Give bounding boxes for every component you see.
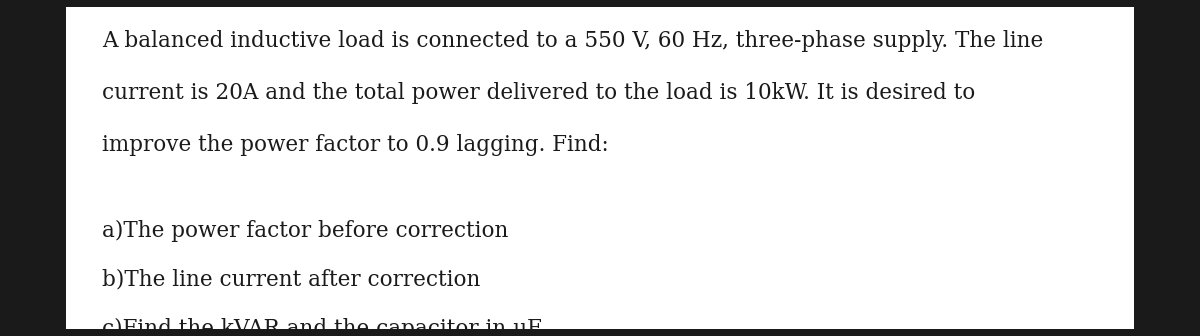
Text: b)The line current after correction: b)The line current after correction (102, 269, 480, 291)
Text: A balanced inductive load is connected to a 550 V, 60 Hz, three-phase supply. Th: A balanced inductive load is connected t… (102, 30, 1043, 52)
Text: a)The power factor before correction: a)The power factor before correction (102, 220, 509, 242)
Text: improve the power factor to 0.9 lagging. Find:: improve the power factor to 0.9 lagging.… (102, 134, 608, 156)
FancyBboxPatch shape (66, 7, 1134, 329)
Text: c)Find the kVAR and the capacitor in μF.: c)Find the kVAR and the capacitor in μF. (102, 318, 545, 336)
Text: current is 20A and the total power delivered to the load is 10kW. It is desired : current is 20A and the total power deliv… (102, 82, 976, 104)
